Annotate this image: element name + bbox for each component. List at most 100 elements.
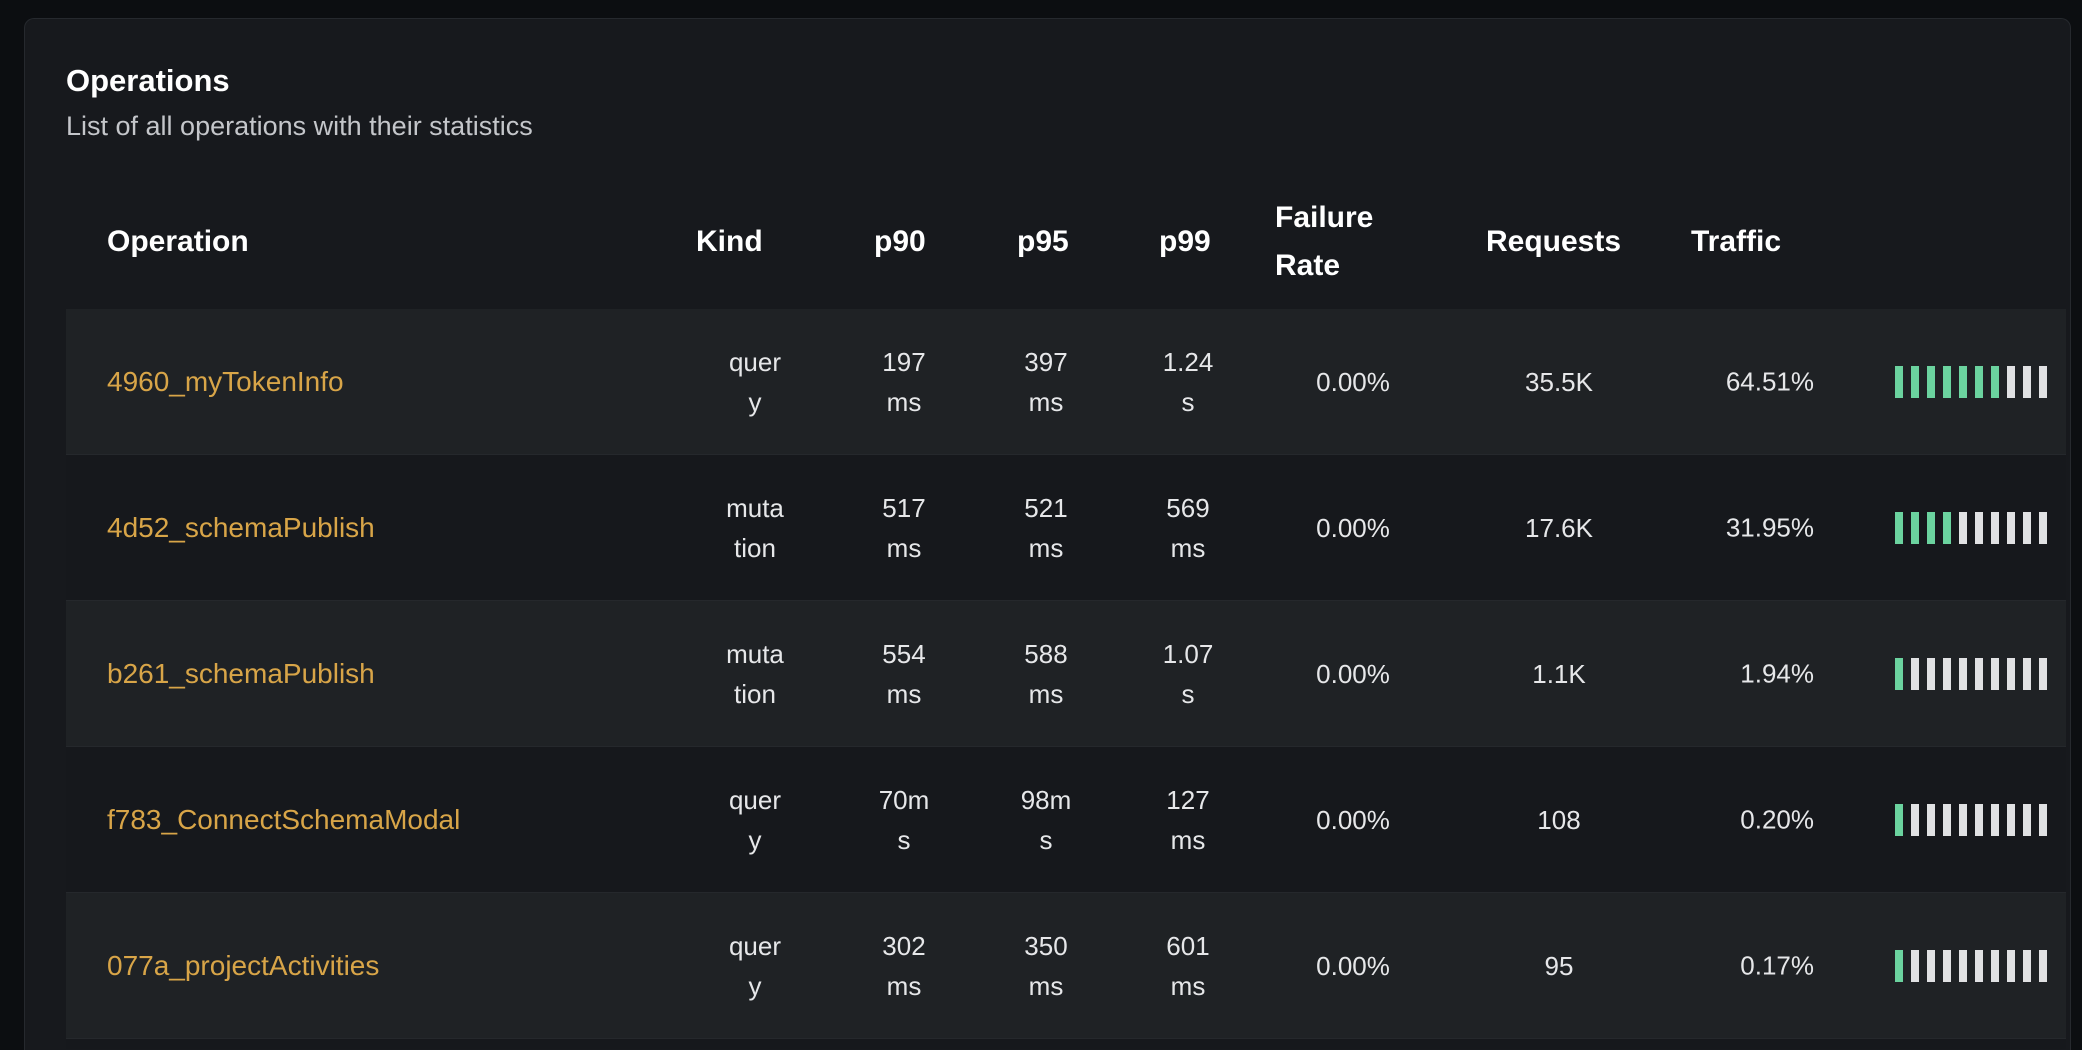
traffic-bar-empty [1911,803,1919,836]
traffic-bar-filled [1959,365,1967,398]
traffic-bar-empty [2007,511,2015,544]
requests-cell: 1.1K [1532,658,1586,689]
p95-cell: 397 ms [1024,346,1068,417]
traffic-bar-meter [1895,365,2047,398]
operation-link[interactable]: f783_ConnectSchemaModal [107,803,461,835]
traffic-bar-empty [1975,657,1983,690]
traffic-bar-empty [2039,949,2047,982]
traffic-bar-empty [2007,803,2015,836]
traffic-bar-empty [1991,511,1999,544]
column-header-p95[interactable]: p95 [1017,224,1069,258]
traffic-bar-empty [1959,657,1967,690]
table-header: Operation Kind p90 p95 p99 Failure Rate … [66,174,2066,309]
p90-cell: 554 ms [882,638,926,709]
operation-link[interactable]: b261_schemaPublish [107,657,375,689]
kind-cell: mutation [726,638,784,709]
operation-link[interactable]: 4960_myTokenInfo [107,365,344,397]
traffic-bar-filled [1911,365,1919,398]
table-row[interactable]: b261_schemaPublish mutation 554 ms 588 ms 1.… [66,601,2066,747]
traffic-cell: 64.51% [1725,366,1814,396]
traffic-bar-empty [2039,365,2047,398]
traffic-cell: 0.20% [1740,804,1814,834]
p99-cell: 1.07 s [1162,638,1214,709]
traffic-bar-filled [1975,365,1983,398]
p95-cell: 588 ms [1024,638,1068,709]
p99-cell: 569 ms [1166,492,1210,563]
p95-cell: 521 ms [1024,492,1068,563]
traffic-bar-empty [1991,657,1999,690]
column-header-requests[interactable]: Requests [1486,224,1622,258]
p90-cell: 517 ms [882,492,926,563]
p95-cell: 98ms [1020,784,1072,855]
traffic-bar-empty [2039,657,2047,690]
failure-rate-cell: 0.00% [1316,950,1390,981]
traffic-bar-filled [1895,511,1903,544]
requests-cell: 95 [1544,950,1574,981]
traffic-bar-empty [1911,657,1919,690]
traffic-bar-empty [1959,511,1967,544]
traffic-bar-filled [1927,511,1935,544]
kind-cell: query [728,784,782,855]
traffic-bar-meter [1895,803,2047,836]
traffic-bar-empty [2023,949,2031,982]
traffic-bar-empty [2039,511,2047,544]
traffic-bar-empty [2023,803,2031,836]
p99-cell: 127 ms [1166,784,1210,855]
table-row[interactable]: 4d52_schemaPublish mutation 517 ms 521 ms 56… [66,455,2066,601]
column-header-p99[interactable]: p99 [1159,224,1211,258]
p90-cell: 197 ms [882,346,926,417]
table-row[interactable]: f783_ConnectSchemaModal query 70ms 98ms 127 … [66,747,2066,893]
column-header-p90[interactable]: p90 [874,224,926,258]
p99-cell: 1.24 s [1162,346,1214,417]
traffic-bar-empty [1927,803,1935,836]
traffic-bar-filled [1895,365,1903,398]
table-row-partial [66,1039,2066,1049]
traffic-bar-empty [1991,803,1999,836]
kind-cell: query [728,930,782,1001]
traffic-bar-empty [1959,949,1967,982]
column-header-traffic[interactable]: Traffic [1691,224,1782,258]
kind-cell: query [728,346,782,417]
p90-cell: 70ms [878,784,930,855]
traffic-cell: 31.95% [1725,512,1814,542]
requests-cell: 35.5K [1525,366,1593,397]
traffic-bar-filled [1927,365,1935,398]
traffic-bar-filled [1895,803,1903,836]
traffic-bar-filled [1895,657,1903,690]
traffic-bar-empty [2007,657,2015,690]
column-header-kind[interactable]: Kind [696,224,763,258]
traffic-cell: 1.94% [1740,658,1814,688]
traffic-bar-empty [1975,511,1983,544]
operation-link[interactable]: 4d52_schemaPublish [107,511,375,543]
p90-cell: 302 ms [882,930,926,1001]
traffic-bar-meter [1895,511,2047,544]
traffic-bar-empty [1927,949,1935,982]
failure-rate-cell: 0.00% [1316,804,1390,835]
traffic-bar-meter [1895,657,2047,690]
column-header-failure-rate[interactable]: Failure Rate [1275,200,1374,282]
requests-cell: 108 [1537,804,1581,835]
card-subtitle: List of all operations with their statis… [66,111,533,141]
column-header-operation[interactable]: Operation [107,224,249,258]
traffic-bar-empty [1991,949,1999,982]
traffic-bar-empty [2023,511,2031,544]
traffic-bar-empty [1943,803,1951,836]
traffic-bar-empty [1927,657,1935,690]
traffic-bar-empty [2007,949,2015,982]
p95-cell: 350 ms [1024,930,1068,1001]
failure-rate-cell: 0.00% [1316,366,1390,397]
traffic-bar-filled [1943,365,1951,398]
traffic-bar-empty [1943,657,1951,690]
table-row[interactable]: 077a_projectActivities query 302 ms 350 ms 6… [66,893,2066,1039]
table-row[interactable]: 4960_myTokenInfo query 197 ms 397 ms 1.24 s 0… [66,309,2066,455]
traffic-bar-filled [1895,949,1903,982]
traffic-bar-filled [1943,511,1951,544]
traffic-bar-empty [1975,949,1983,982]
traffic-bar-empty [2007,365,2015,398]
kind-cell: mutation [726,492,784,563]
card-title: Operations [66,63,230,98]
failure-rate-cell: 0.00% [1316,658,1390,689]
traffic-bar-empty [1911,949,1919,982]
operation-link[interactable]: 077a_projectActivities [107,949,380,981]
